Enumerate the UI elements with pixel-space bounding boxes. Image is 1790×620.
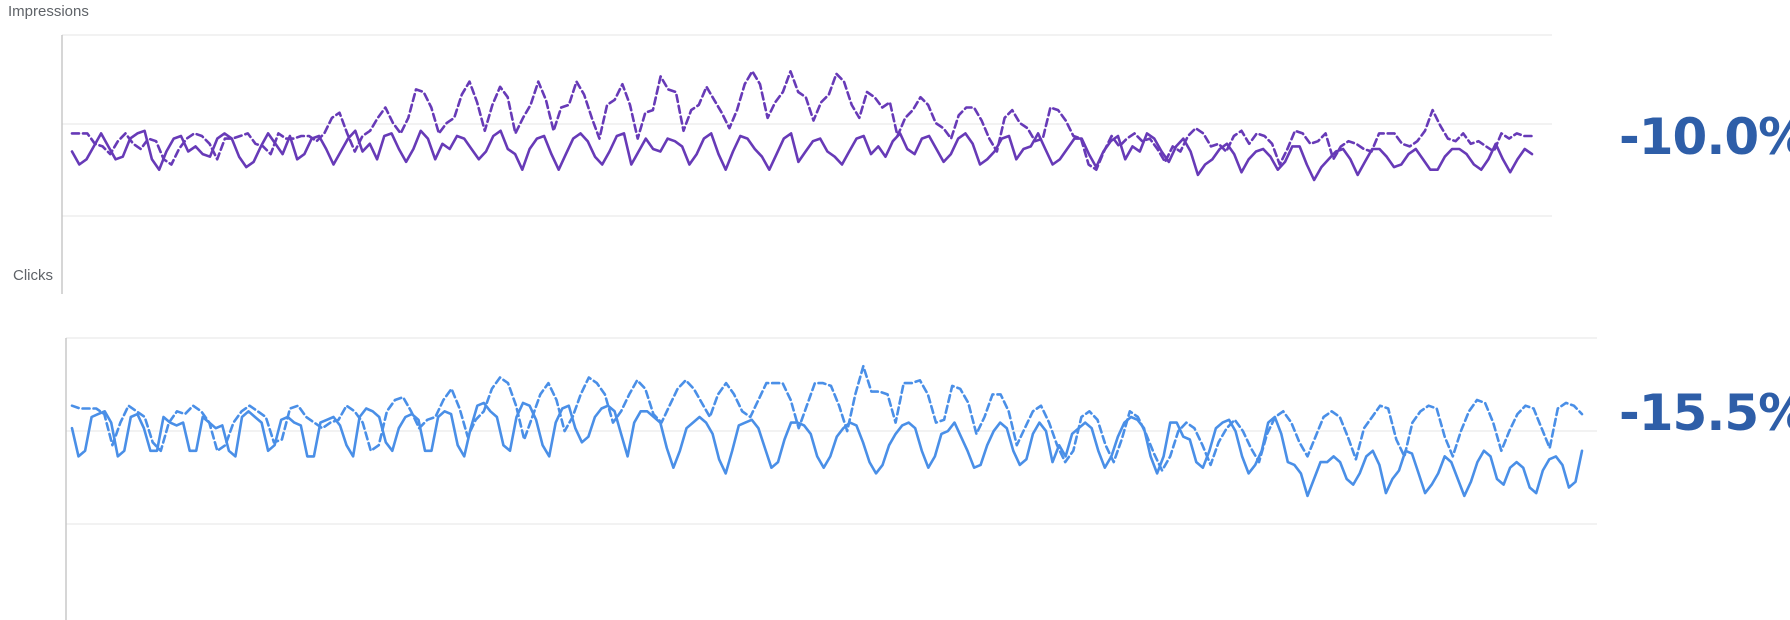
current-series-line (70, 129, 1534, 182)
impressions-change-percent: -10.0% (1619, 108, 1790, 166)
clicks-chart-title: Clicks (13, 267, 53, 284)
comparison-series-line (70, 364, 1584, 472)
current-series-line (70, 401, 1584, 498)
clicks-change-percent: -15.5% (1619, 384, 1790, 442)
impressions-chart-title: Impressions (8, 3, 89, 20)
comparison-series-line (70, 70, 1534, 171)
impressions-chart (61, 34, 1552, 294)
clicks-chart (65, 337, 1597, 620)
